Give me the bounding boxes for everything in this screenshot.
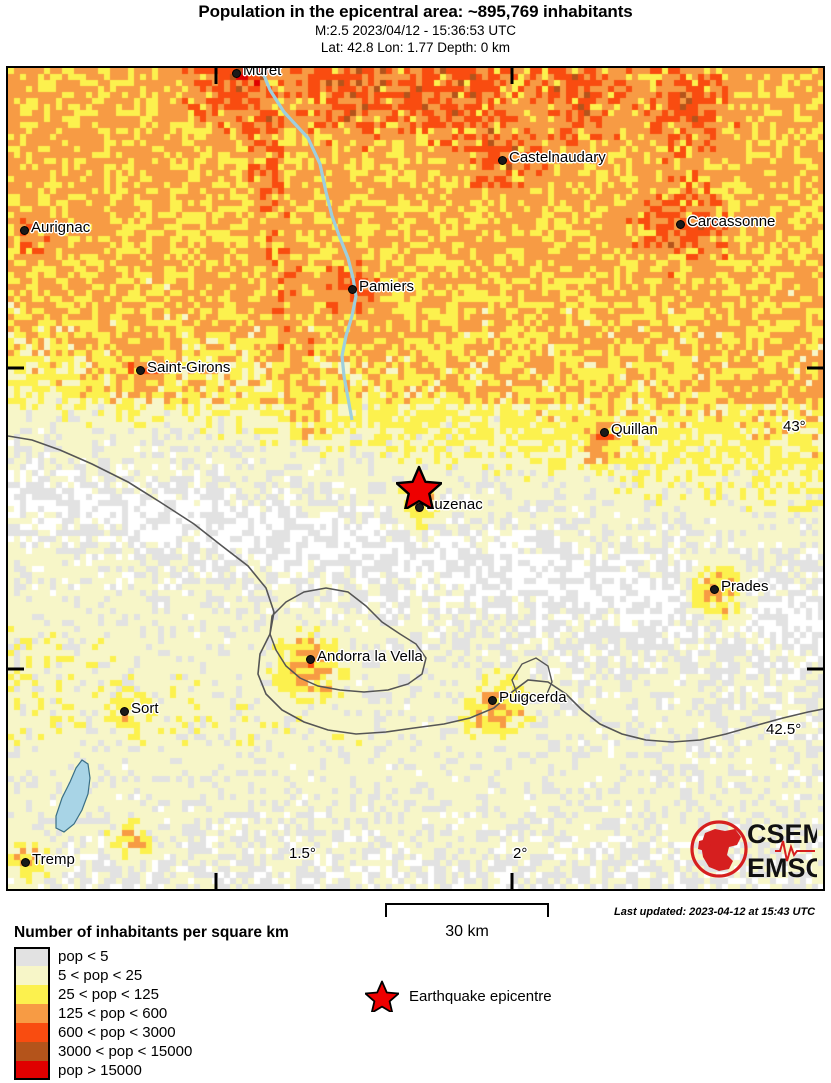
legend-row: 125 < pop < 600	[14, 1004, 354, 1023]
city-label: Muret	[243, 66, 282, 79]
population-raster	[8, 68, 823, 889]
event-subtitle: M:2.5 2023/04/12 - 15:36:53 UTC	[314, 23, 517, 38]
legend-label: 5 < pop < 25	[58, 967, 143, 984]
city-label: Prades	[721, 578, 769, 595]
legend-label: 600 < pop < 3000	[58, 1024, 176, 1041]
city-label: Castelnaudary	[509, 149, 606, 166]
map-frame[interactable]: 43° 42.5° 1.5° 2° Muret Aurignac Casteln…	[6, 66, 825, 891]
city-dot	[600, 428, 609, 437]
city-dot	[120, 707, 129, 716]
legend-row: 25 < pop < 125	[14, 985, 354, 1004]
header: Population in the epicentral area: ~895,…	[0, 0, 831, 62]
legend-row: 3000 < pop < 15000	[14, 1042, 354, 1061]
city-dot	[348, 285, 357, 294]
legend-swatch	[14, 1004, 50, 1023]
city-label: Sort	[131, 700, 159, 717]
legend-swatch	[14, 1042, 50, 1061]
legend-swatch	[14, 1061, 50, 1080]
page-title: Population in the epicentral area: ~895,…	[198, 2, 633, 21]
legend-swatch	[14, 1023, 50, 1042]
legend-row: pop > 15000	[14, 1061, 354, 1080]
scale-bar-line	[385, 903, 549, 917]
scale-bar-label: 30 km	[445, 923, 489, 940]
last-updated-text: Last updated: 2023-04-12 at 15:43 UTC	[614, 906, 816, 918]
legend-label: 125 < pop < 600	[58, 1005, 168, 1022]
graticule-label-lat-43: 43°	[783, 418, 806, 435]
legend-row: 600 < pop < 3000	[14, 1023, 354, 1042]
city-dot	[232, 69, 241, 78]
city-label: Andorra la Vella	[317, 648, 423, 665]
legend-label: 3000 < pop < 15000	[58, 1043, 193, 1060]
scale-bar: 30 km	[385, 903, 549, 947]
legend-label: pop > 15000	[58, 1062, 142, 1079]
city-dot	[415, 503, 424, 512]
graticule-label-lon-1_5: 1.5°	[289, 845, 316, 862]
city-label: Saint-Girons	[147, 359, 231, 376]
city-label: Tremp	[32, 851, 75, 868]
epicentre-legend-label: Earthquake epicentre	[409, 987, 552, 1005]
legend-list: pop < 5 5 < pop < 25 25 < pop < 125 125 …	[14, 947, 354, 1080]
epicentre-star-icon	[364, 980, 400, 1014]
city-dot	[676, 220, 685, 229]
city-label: Luzenac	[426, 496, 483, 513]
city-dot	[21, 858, 30, 867]
city-dot	[306, 655, 315, 664]
city-dot	[488, 696, 497, 705]
svg-text:CSEM: CSEM	[747, 819, 817, 849]
legend-row: 5 < pop < 25	[14, 966, 354, 985]
city-label: Quillan	[611, 421, 658, 438]
legend-label: pop < 5	[58, 948, 109, 965]
legend-swatch	[14, 947, 50, 966]
legend-swatch	[14, 966, 50, 985]
city-label: Carcassonne	[687, 213, 776, 230]
city-dot	[136, 366, 145, 375]
legend-swatch	[14, 985, 50, 1004]
city-dot	[710, 585, 719, 594]
svg-text:EMSC: EMSC	[747, 853, 817, 883]
legend-label: 25 < pop < 125	[58, 986, 159, 1003]
legend-row: pop < 5	[14, 947, 354, 966]
epicentre-legend: Earthquake epicentre	[364, 980, 552, 1014]
location-subtitle: Lat: 42.8 Lon: 1.77 Depth: 0 km	[320, 40, 511, 55]
city-dot	[20, 226, 29, 235]
city-dot	[498, 156, 507, 165]
graticule-label-lon-2: 2°	[513, 845, 528, 862]
legend-title: Number of inhabitants per square km	[14, 924, 289, 941]
city-label: Pamiers	[359, 278, 415, 295]
csem-emsc-logo: CSEM EMSC	[689, 811, 823, 885]
graticule-label-lat-42_5: 42.5°	[766, 721, 802, 738]
city-label: Puigcerda	[499, 689, 567, 706]
city-label: Aurignac	[31, 219, 91, 236]
